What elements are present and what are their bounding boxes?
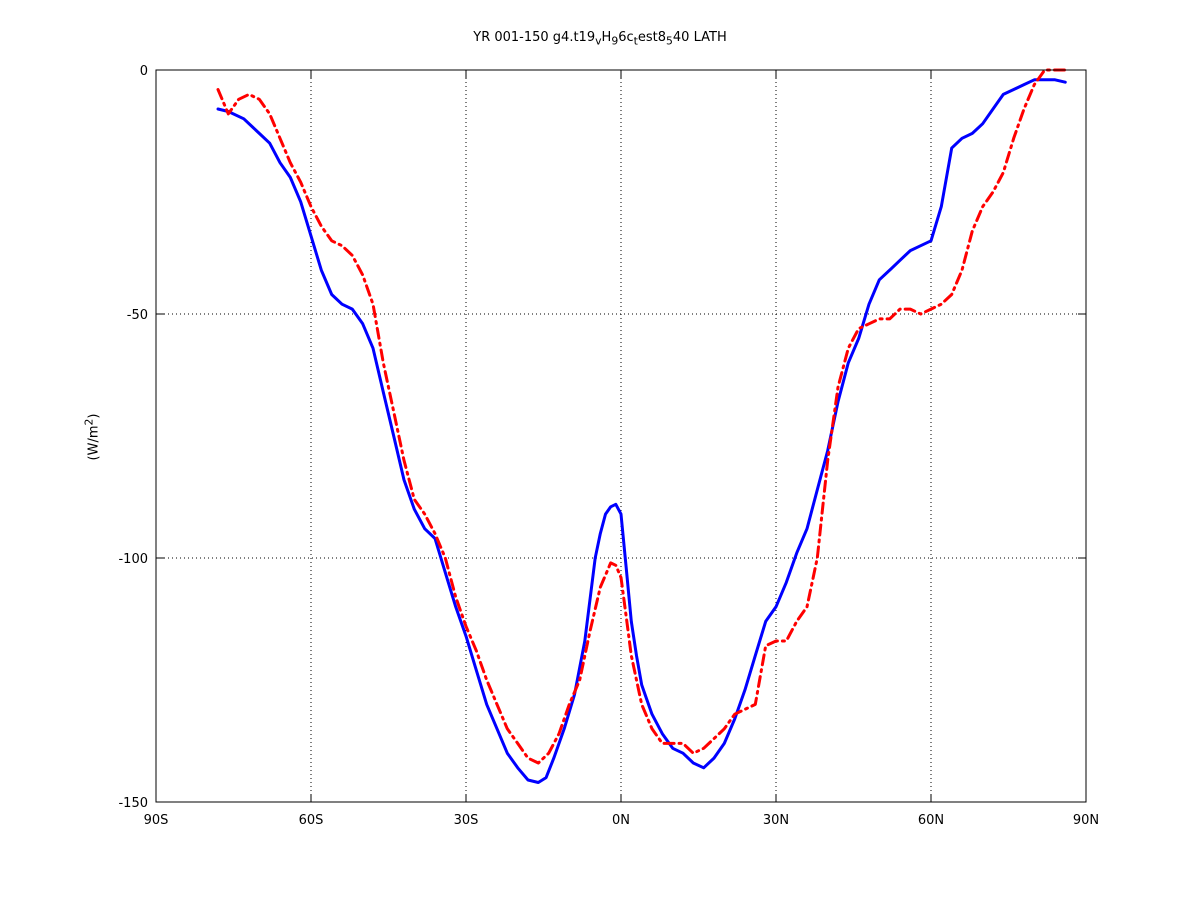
grid-lines <box>156 70 1086 802</box>
x-tick-labels: 90S 60S 30S 0N 30N 60N 90N <box>144 813 1100 828</box>
x-tick-label: 60S <box>299 813 324 828</box>
x-tick-label: 60N <box>918 813 944 828</box>
y-tick-labels: -150 -100 -50 0 <box>118 64 148 811</box>
chart-title: YR 001-150 g4.t19vH96ctest8540 LATH <box>473 30 727 48</box>
y-tick-label: -150 <box>118 796 148 811</box>
series-line-2 <box>216 68 1067 765</box>
x-tick-label: 30N <box>763 813 789 828</box>
y-axis-label: (W/m2) <box>82 413 102 461</box>
axis-ticks <box>155 69 1087 803</box>
y-tick-label: 0 <box>140 64 148 79</box>
series-line-1 <box>216 78 1067 784</box>
y-tick-label: -100 <box>118 552 148 567</box>
series-layer <box>216 68 1067 784</box>
x-tick-label: 30S <box>454 813 479 828</box>
x-tick-label: 0N <box>612 813 630 828</box>
y-tick-label: -50 <box>127 308 148 323</box>
x-tick-label: 90S <box>144 813 169 828</box>
x-tick-label: 90N <box>1073 813 1099 828</box>
